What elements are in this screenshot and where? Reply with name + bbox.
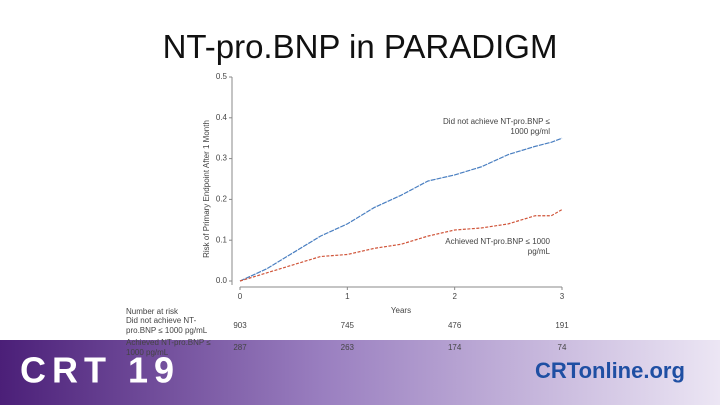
series-label: Achieved NT-pro.BNP ≤ 1000 pg/mL [445, 237, 550, 256]
x-tick-label: 2 [452, 292, 457, 301]
risk-count: 174 [448, 343, 462, 352]
y-tick-label: 0.2 [216, 195, 228, 204]
x-axis-label: Years [391, 306, 411, 315]
x-tick-label: 0 [238, 292, 243, 301]
y-axis-label: Risk of Primary Endpoint After 1 Month [202, 120, 211, 258]
x-tick-label: 1 [345, 292, 350, 301]
risk-row-label: Achieved NT-pro.BNP ≤ 1000 pg/mL [126, 338, 211, 357]
risk-row-label: Did not achieve NT-pro.BNP ≤ 1000 pg/mL [126, 316, 208, 335]
risk-count: 191 [555, 321, 569, 330]
logo-left: CRT 19 [20, 350, 180, 391]
y-tick-label: 0.5 [216, 72, 228, 81]
risk-count: 903 [233, 321, 247, 330]
risk-count: 74 [558, 343, 567, 352]
logo-right: CRTonline.org [535, 358, 685, 383]
risk-title: Number at risk [126, 307, 179, 316]
y-tick-label: 0.4 [216, 113, 228, 122]
y-tick-label: 0.0 [216, 276, 228, 285]
series-line [239, 137, 563, 282]
risk-count: 263 [341, 343, 355, 352]
footer-band [0, 340, 720, 405]
risk-count: 476 [448, 321, 462, 330]
series-line [239, 209, 563, 282]
y-tick-label: 0.3 [216, 154, 228, 163]
series-label: Did not achieve NT-pro.BNP ≤ 1000 pg/ml [443, 117, 550, 136]
risk-count: 745 [341, 321, 355, 330]
x-tick-label: 3 [560, 292, 565, 301]
risk-count: 287 [233, 343, 247, 352]
y-tick-label: 0.1 [216, 235, 228, 244]
slide-title: NT-pro.BNP in PARADIGM [162, 28, 558, 65]
